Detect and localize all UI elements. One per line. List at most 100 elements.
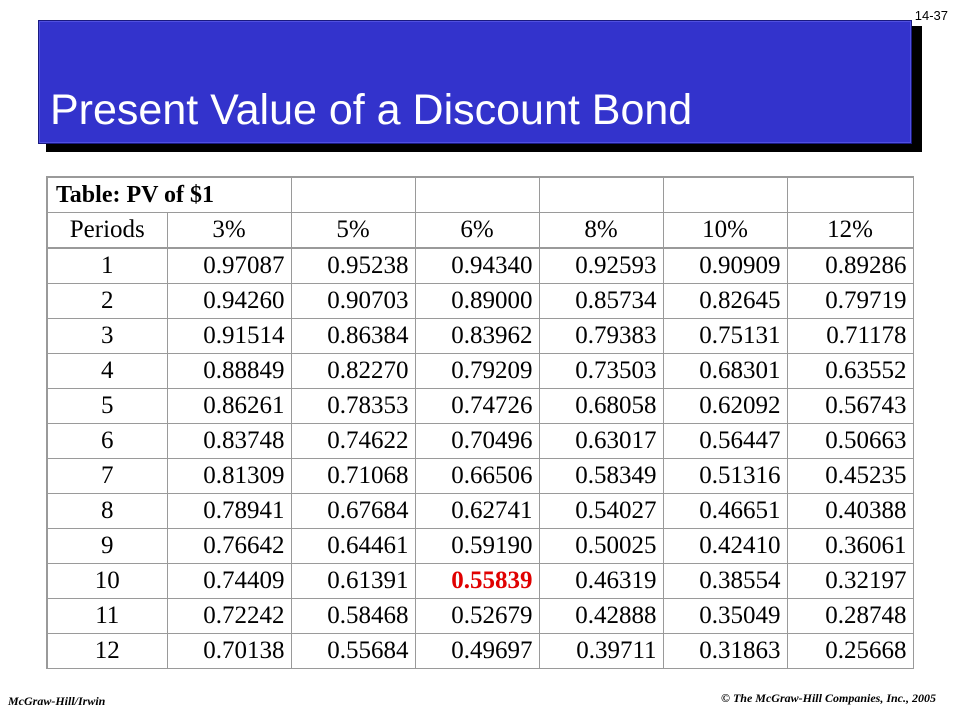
pv-value-cell: 0.49697: [414, 633, 540, 669]
pv-value-cell: 0.82645: [662, 283, 788, 319]
pv-value-cell: 0.82270: [290, 353, 416, 389]
pv-value-cell: 0.54027: [538, 493, 664, 529]
pv-value-cell: 0.64461: [290, 528, 416, 564]
table-row: 1 0.97087 0.95238 0.94340 0.92593 0.90909 0.89…: [46, 247, 914, 284]
table-caption: Table: PV of $1: [45, 176, 292, 213]
pv-value-cell: 0.40388: [786, 493, 914, 529]
period-cell: 12: [46, 633, 168, 669]
pv-value-cell: 0.68301: [662, 353, 788, 389]
pv-value-cell: 0.38554: [662, 563, 788, 599]
column-header-rate: 3%: [166, 212, 292, 249]
period-cell: 1: [46, 247, 168, 284]
column-header-rate: 12%: [786, 212, 914, 249]
pv-value-cell: 0.55684: [290, 633, 416, 669]
empty-cell: [786, 176, 914, 213]
pv-value-cell: 0.50663: [786, 423, 914, 459]
pv-value-cell: 0.83748: [166, 423, 292, 459]
pv-value-cell: 0.70496: [414, 423, 540, 459]
pv-value-cell: 0.79209: [414, 353, 540, 389]
pv-value-cell: 0.88849: [166, 353, 292, 389]
pv-value-cell: 0.46651: [662, 493, 788, 529]
period-cell: 9: [46, 528, 168, 564]
pv-value-cell: 0.73503: [538, 353, 664, 389]
pv-table: Table: PV of $1 Periods 3% 5% 6% 8% 10% …: [45, 176, 914, 669]
pv-value-cell: 0.90909: [662, 247, 788, 284]
pv-value-cell: 0.94340: [414, 247, 540, 284]
pv-value-cell: 0.74726: [414, 388, 540, 424]
table-row: 7 0.81309 0.71068 0.66506 0.58349 0.51316 0.45…: [46, 458, 914, 494]
pv-value-cell: 0.50025: [538, 528, 664, 564]
pv-value-cell: 0.31863: [662, 633, 788, 669]
table-row: 12 0.70138 0.55684 0.49697 0.39711 0.31863 0.2…: [46, 633, 914, 669]
empty-cell: [538, 176, 664, 213]
table-row: 4 0.88849 0.82270 0.79209 0.73503 0.68301 0.63…: [46, 353, 914, 389]
empty-cell: [662, 176, 788, 213]
pv-value-cell: 0.83962: [414, 318, 540, 354]
column-header-rate: 8%: [538, 212, 664, 249]
pv-value-cell: 0.42888: [538, 598, 664, 634]
period-cell: 4: [46, 353, 168, 389]
pv-value-cell: 0.52679: [414, 598, 540, 634]
period-cell: 5: [46, 388, 168, 424]
column-header-periods: Periods: [46, 212, 168, 249]
table-header-row: Periods 3% 5% 6% 8% 10% 12%: [46, 212, 914, 249]
pv-value-cell: 0.32197: [786, 563, 914, 599]
pv-value-cell: 0.70138: [166, 633, 292, 669]
pv-value-cell: 0.74409: [166, 563, 292, 599]
slide-number: 14-37: [914, 8, 948, 23]
table-row: 11 0.72242 0.58468 0.52679 0.42888 0.35049 0.2…: [46, 598, 914, 634]
pv-value-cell: 0.56743: [786, 388, 914, 424]
pv-value-cell: 0.62092: [662, 388, 788, 424]
empty-cell: [290, 176, 416, 213]
pv-value-cell: 0.62741: [414, 493, 540, 529]
pv-value-cell: 0.79383: [538, 318, 664, 354]
pv-value-cell: 0.45235: [786, 458, 914, 494]
table-row: 5 0.86261 0.78353 0.74726 0.68058 0.62092 0.56…: [46, 388, 914, 424]
pv-value-cell: 0.25668: [786, 633, 914, 669]
period-cell: 10: [46, 563, 168, 599]
pv-value-cell: 0.61391: [290, 563, 416, 599]
pv-value-cell: 0.74622: [290, 423, 416, 459]
pv-value-cell: 0.59190: [414, 528, 540, 564]
footer-publisher: McGraw-Hill/Irwin: [8, 694, 106, 708]
table-row: 10 0.74409 0.61391 0.55839 0.46319 0.38554 0.3…: [46, 563, 914, 599]
table-row: 8 0.78941 0.67684 0.62741 0.54027 0.46651 0.40…: [46, 493, 914, 529]
pv-value-cell: 0.86261: [166, 388, 292, 424]
pv-value-cell: 0.86384: [290, 318, 416, 354]
period-cell: 8: [46, 493, 168, 529]
empty-cell: [414, 176, 540, 213]
pv-value-cell: 0.89286: [786, 247, 914, 284]
pv-value-cell: 0.91514: [166, 318, 292, 354]
table-row: 3 0.91514 0.86384 0.83962 0.79383 0.75131 0.71…: [46, 318, 914, 354]
pv-value-cell: 0.97087: [166, 247, 292, 284]
pv-value-cell: 0.78353: [290, 388, 416, 424]
pv-value-cell: 0.78941: [166, 493, 292, 529]
table-row: 6 0.83748 0.74622 0.70496 0.63017 0.56447 0.50…: [46, 423, 914, 459]
table-caption-row: Table: PV of $1: [45, 176, 914, 213]
column-header-rate: 6%: [414, 212, 540, 249]
pv-value-cell: 0.85734: [538, 283, 664, 319]
pv-value-cell: 0.58468: [290, 598, 416, 634]
pv-value-cell: 0.67684: [290, 493, 416, 529]
pv-value-cell: 0.36061: [786, 528, 914, 564]
pv-value-cell: 0.90703: [290, 283, 416, 319]
table-row: 2 0.94260 0.90703 0.89000 0.85734 0.82645 0.79…: [46, 283, 914, 319]
pv-value-cell: 0.35049: [662, 598, 788, 634]
pv-value-cell: 0.79719: [786, 283, 914, 319]
title-box: [38, 20, 912, 144]
period-cell: 7: [46, 458, 168, 494]
pv-value-cell: 0.76642: [166, 528, 292, 564]
pv-value-cell: 0.72242: [166, 598, 292, 634]
slide-title: Present Value of a Discount Bond: [50, 86, 693, 134]
period-cell: 2: [46, 283, 168, 319]
pv-value-cell: 0.66506: [414, 458, 540, 494]
table-row: 9 0.76642 0.64461 0.59190 0.50025 0.42410 0.36…: [46, 528, 914, 564]
pv-value-cell: 0.92593: [538, 247, 664, 284]
period-cell: 6: [46, 423, 168, 459]
pv-value-cell: 0.89000: [414, 283, 540, 319]
pv-value-cell: 0.51316: [662, 458, 788, 494]
pv-value-cell: 0.68058: [538, 388, 664, 424]
pv-value-cell: 0.63017: [538, 423, 664, 459]
pv-value-cell: 0.71178: [786, 318, 914, 354]
pv-value-cell: 0.95238: [290, 247, 416, 284]
